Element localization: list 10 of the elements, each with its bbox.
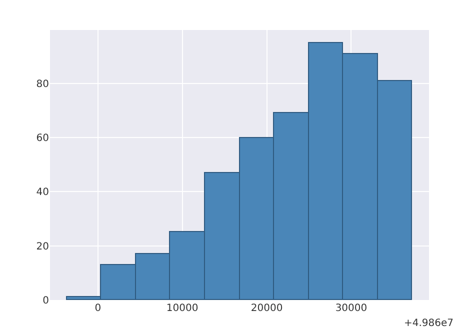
text: +4.986e7 [404,318,454,329]
y-tick-label: 0 [42,296,49,306]
x-tick-label: 30000 [335,303,368,314]
x-tick-label: 0 [94,303,102,314]
y-tick-label: 60 [36,133,49,144]
x-tick-label: 20000 [250,303,283,314]
y-tick-label: 40 [36,187,49,198]
y-tick-label: 20 [36,241,49,252]
y-tick-label: 80 [36,78,49,90]
x-tick-label: 10000 [166,303,198,314]
